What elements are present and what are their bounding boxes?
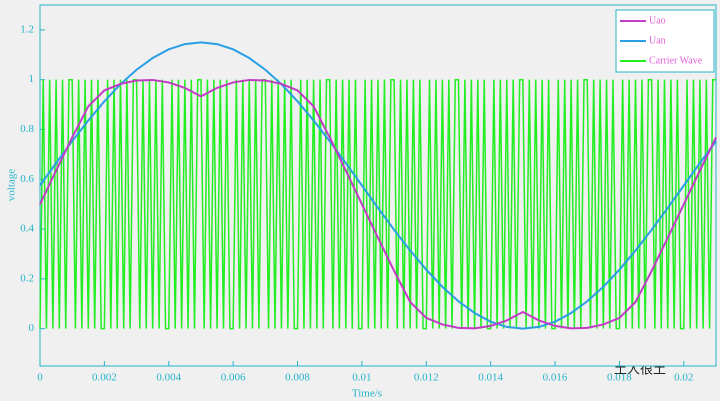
- y-tick-label: 1: [29, 73, 35, 85]
- x-tick-label: 0.008: [285, 372, 310, 384]
- legend-label: Uao: [649, 15, 666, 26]
- series-line: [39, 41, 717, 330]
- x-axis-label: Time/s: [352, 388, 382, 400]
- x-tick-label: 0.004: [156, 372, 181, 384]
- x-tick-label: 0.016: [543, 372, 568, 384]
- x-tick-label: 0.018: [607, 372, 632, 384]
- x-tick-label: 0.01: [352, 372, 371, 384]
- y-tick-label: 0.8: [20, 123, 34, 135]
- y-tick-label: 0: [29, 322, 35, 334]
- x-tick-label: 0.006: [221, 372, 246, 384]
- x-tick-label: 0.014: [478, 372, 503, 384]
- series-line: [39, 78, 716, 330]
- x-tick-label: 0: [37, 372, 43, 384]
- y-tick-label: 1.2: [20, 23, 34, 35]
- legend-label: Uan: [649, 35, 666, 46]
- y-tick-label: 0.4: [20, 223, 34, 235]
- legend: Uao Uan Carrier Wave: [615, 9, 715, 73]
- y-tick-label: 0.6: [20, 173, 34, 185]
- y-axis-label: voltage: [6, 169, 18, 201]
- legend-label: Carrier Wave: [649, 55, 703, 66]
- series-line: [39, 78, 717, 330]
- y-tick-label: 0.2: [20, 272, 34, 284]
- x-tick-label: 0.002: [92, 372, 117, 384]
- x-tick-label: 0.02: [674, 372, 693, 384]
- x-tick-label: 0.012: [414, 372, 439, 384]
